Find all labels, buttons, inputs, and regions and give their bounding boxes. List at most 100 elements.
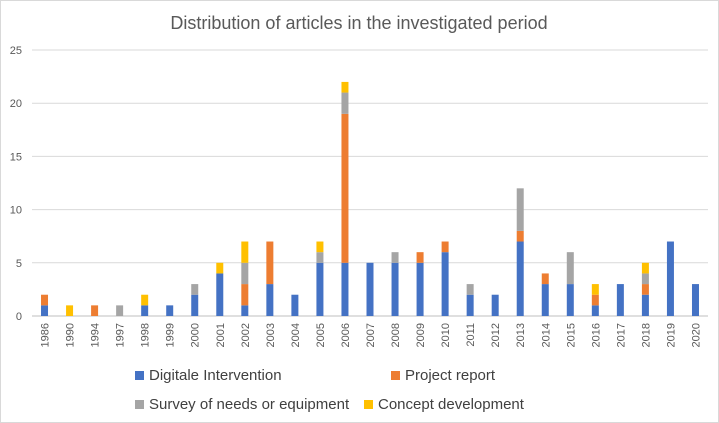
bar-segment xyxy=(641,294,649,316)
bar-segment xyxy=(141,305,149,316)
bar-segment xyxy=(466,284,474,295)
x-tick-label: 2012 xyxy=(490,323,502,347)
bar-segment xyxy=(41,305,49,316)
bar-segment xyxy=(216,273,224,316)
bar-segment xyxy=(641,262,649,274)
x-axis-ticks: 1986 1990 1994 1997 1998 1999 2000 2001 2002 2003… xyxy=(40,323,703,347)
x-tick-label: 1990 xyxy=(65,323,77,347)
x-tick-label: 2001 xyxy=(215,323,227,347)
x-tick-label: 2016 xyxy=(590,323,602,347)
x-tick-label: 2007 xyxy=(365,323,377,347)
y-tick-label: 15 xyxy=(10,151,22,163)
bar-segment xyxy=(441,252,449,316)
bar-segment xyxy=(566,284,574,316)
x-tick-label: 1997 xyxy=(115,323,127,347)
legend-label: Concept development xyxy=(378,396,525,413)
bar-segment xyxy=(591,284,599,295)
bar-segment xyxy=(191,294,199,316)
legend-swatch xyxy=(364,400,373,409)
bar-segment xyxy=(566,252,574,285)
bar-segment xyxy=(41,294,49,306)
y-axis-ticks: 0 5 10 15 20 25 xyxy=(10,45,22,323)
bar-segment xyxy=(466,294,474,316)
x-tick-label: 2018 xyxy=(640,323,652,347)
x-tick-label: 2019 xyxy=(665,323,677,347)
bar-segment xyxy=(391,252,399,263)
bar-segment xyxy=(341,113,349,263)
legend-item: Survey of needs or equipment xyxy=(135,396,350,413)
bar-segment xyxy=(191,284,199,295)
x-tick-label: 2010 xyxy=(440,323,452,347)
bar-segment xyxy=(666,241,674,316)
y-tick-label: 5 xyxy=(16,258,22,270)
bar-segment xyxy=(266,241,274,285)
x-tick-label: 2008 xyxy=(390,323,402,347)
x-tick-label: 2003 xyxy=(265,323,277,347)
bar-segment xyxy=(591,305,599,316)
bar-segment xyxy=(141,294,149,306)
bar-segment xyxy=(516,230,524,242)
bar-segment xyxy=(391,262,399,316)
bar-segment xyxy=(166,305,174,316)
legend-swatch xyxy=(135,400,144,409)
y-tick-label: 0 xyxy=(16,311,22,323)
bar-segment xyxy=(591,294,599,306)
bar-segment xyxy=(241,284,249,306)
y-tick-label: 10 xyxy=(10,205,22,217)
bar-segment xyxy=(316,241,324,253)
x-tick-label: 1986 xyxy=(40,323,52,347)
legend-label: Digitale Intervention xyxy=(149,367,282,384)
bar-segment xyxy=(341,92,349,114)
x-tick-label: 2004 xyxy=(290,323,302,347)
bar-segment xyxy=(616,284,624,316)
bar-segment xyxy=(341,262,349,316)
legend-item: Concept development xyxy=(364,396,525,413)
legend-item: Digitale Intervention xyxy=(135,367,282,384)
bar-segment xyxy=(216,262,224,274)
bar-segment xyxy=(416,262,424,316)
x-tick-label: 2011 xyxy=(465,323,477,347)
x-tick-label: 2017 xyxy=(615,323,627,347)
bar-segment xyxy=(541,284,549,316)
bar-segment xyxy=(316,262,324,316)
legend-label: Survey of needs or equipment xyxy=(149,396,350,413)
x-tick-label: 2015 xyxy=(565,323,577,347)
bar-segment xyxy=(241,305,249,316)
x-tick-label: 2009 xyxy=(415,323,427,347)
bars xyxy=(41,81,699,316)
bar-segment xyxy=(641,273,649,285)
bar-segment xyxy=(366,262,374,316)
x-tick-label: 2020 xyxy=(690,323,702,347)
y-tick-label: 20 xyxy=(10,98,22,110)
bar-segment xyxy=(116,305,124,316)
x-tick-label: 2002 xyxy=(240,323,252,347)
bar-segment xyxy=(66,305,74,316)
bar-segment xyxy=(266,284,274,316)
bar-segment xyxy=(241,241,249,263)
bar-segment xyxy=(491,294,499,316)
legend-swatch xyxy=(135,371,144,380)
x-tick-label: 1999 xyxy=(165,323,177,347)
y-tick-label: 25 xyxy=(10,45,22,57)
bar-segment xyxy=(541,273,549,285)
chart-title: Distribution of articles in the investig… xyxy=(170,13,547,33)
bar-segment xyxy=(316,252,324,263)
legend-swatch xyxy=(391,371,400,380)
bar-segment xyxy=(416,252,424,263)
x-tick-label: 2013 xyxy=(515,323,527,347)
bar-segment xyxy=(641,284,649,295)
bar-segment xyxy=(691,284,699,316)
bar-segment xyxy=(441,241,449,253)
bar-segment xyxy=(516,241,524,316)
legend-label: Project report xyxy=(405,367,496,384)
bar-segment xyxy=(291,294,299,316)
x-tick-label: 2000 xyxy=(190,323,202,347)
x-tick-label: 1998 xyxy=(140,323,152,347)
bar-segment xyxy=(91,305,99,316)
legend: Digitale Intervention Project report Surve… xyxy=(135,367,525,413)
x-tick-label: 2005 xyxy=(315,323,327,347)
legend-item: Project report xyxy=(391,367,496,384)
bar-segment xyxy=(516,188,524,231)
